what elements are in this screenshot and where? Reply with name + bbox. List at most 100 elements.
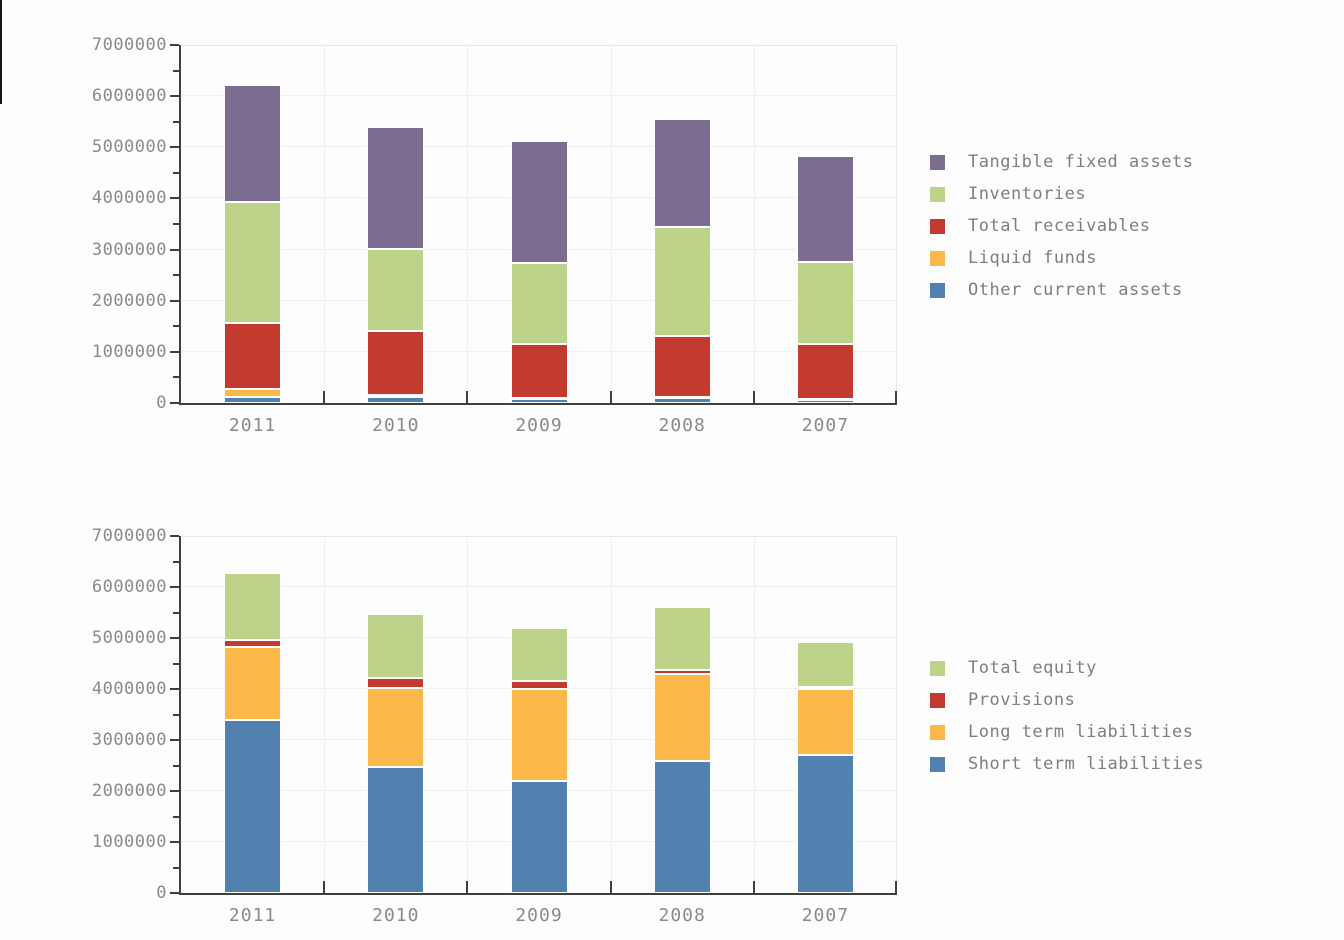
- plot-border-top: [181, 45, 897, 46]
- bar-segment-long-term-liabilities: [510, 689, 568, 782]
- legend-label: Total equity: [968, 658, 1097, 678]
- bar-segment-provisions: [653, 669, 711, 674]
- y-tick-label: 3000000: [91, 730, 167, 750]
- y-axis-minor-tick: [173, 560, 179, 563]
- y-axis-major-tick: [170, 44, 179, 46]
- legend-label: Long term liabilities: [968, 722, 1194, 742]
- bar-2008: [653, 45, 711, 403]
- y-axis-major-tick: [170, 535, 179, 537]
- category-boundary-tick: [752, 881, 755, 893]
- legend-swatch: [930, 250, 945, 266]
- category-boundary-tick: [466, 881, 469, 893]
- bar-segment-total-equity: [796, 642, 854, 687]
- y-axis-major-tick: [170, 739, 179, 741]
- bar-segment-inventories: [510, 263, 568, 344]
- bar-2011: [224, 536, 282, 893]
- y-tick-label: 4000000: [91, 188, 167, 209]
- legend-swatch: [930, 154, 945, 170]
- bar-segment-total-receivables: [653, 335, 711, 397]
- vertical-gridline: [467, 45, 469, 403]
- vertical-gridline: [324, 45, 326, 403]
- bar-segment-total-receivables: [367, 331, 425, 396]
- y-axis-minor-tick: [173, 713, 179, 716]
- y-tick-label: 6000000: [91, 86, 167, 107]
- category-boundary-tick: [609, 391, 612, 403]
- y-tick-label: 2000000: [91, 781, 167, 801]
- y-tick-label: 1000000: [91, 341, 167, 362]
- bar-segment-tangible-fixed-assets: [367, 126, 425, 249]
- bar-segment-other-current-assets: [367, 396, 425, 403]
- vertical-gridline: [610, 536, 612, 893]
- y-axis-minor-tick: [173, 69, 179, 72]
- y-axis-minor-tick: [173, 376, 179, 379]
- y-axis-major-tick: [170, 197, 179, 200]
- bar-segment-other-current-assets: [224, 397, 282, 403]
- bar-segment-other-current-assets: [510, 398, 568, 403]
- bar-segment-short-term-liabilities: [367, 766, 425, 893]
- bar-2008: [653, 536, 711, 893]
- bar-segment-total-receivables: [224, 323, 282, 390]
- legend-item: Provisions: [930, 684, 1204, 716]
- y-axis-major-tick: [170, 586, 179, 588]
- y-axis-major-tick: [170, 248, 179, 251]
- bar-segment-inventories: [653, 227, 711, 336]
- bar-2010: [367, 536, 425, 893]
- y-axis-minor-tick: [173, 274, 179, 277]
- bar-segment-tangible-fixed-assets: [510, 141, 568, 264]
- category-boundary-tick: [609, 881, 612, 893]
- x-category-label: 2007: [801, 905, 850, 926]
- legend-label: Tangible fixed assets: [968, 152, 1194, 172]
- x-category-label: 2008: [658, 905, 706, 926]
- bar-segment-provisions: [367, 677, 425, 688]
- legend-item: Liquid funds: [930, 242, 1193, 274]
- vertical-gridline: [467, 536, 469, 893]
- bar-segment-tangible-fixed-assets: [653, 119, 711, 228]
- y-tick-label: 7000000: [91, 35, 167, 55]
- y-axis-line: [179, 45, 181, 405]
- horizontal-gridline: [181, 95, 897, 97]
- y-axis-minor-tick: [173, 764, 179, 767]
- y-tick-label: 5000000: [91, 137, 167, 158]
- x-axis-line: [179, 403, 897, 405]
- y-tick-label: 2000000: [91, 290, 167, 311]
- bar-segment-provisions: [224, 639, 282, 648]
- bar-segment-total-equity: [224, 572, 282, 640]
- bar-segment-provisions: [796, 686, 854, 689]
- y-axis-minor-tick: [173, 866, 179, 869]
- legend-swatch: [930, 218, 945, 234]
- bar-segment-short-term-liabilities: [653, 760, 711, 893]
- y-axis-minor-tick: [173, 662, 179, 665]
- x-category-label: 2008: [658, 415, 706, 436]
- category-boundary-tick: [752, 391, 755, 403]
- legend-item: Total equity: [930, 652, 1204, 684]
- bar-2009: [510, 45, 568, 403]
- bar-segment-inventories: [796, 261, 854, 344]
- y-axis-minor-tick: [173, 325, 179, 328]
- bar-2009: [510, 536, 568, 893]
- y-axis-minor-tick: [173, 815, 179, 818]
- bar-segment-inventories: [367, 248, 425, 332]
- bar-segment-long-term-liabilities: [653, 673, 711, 761]
- bar-segment-short-term-liabilities: [510, 781, 568, 893]
- bar-2007: [796, 536, 854, 893]
- horizontal-gridline: [181, 586, 897, 587]
- assets-chart-legend: Tangible fixed assets Inventories Total re…: [930, 146, 1193, 306]
- plot-border-right: [896, 536, 897, 893]
- y-axis-major-tick: [170, 688, 179, 690]
- y-tick-label: 7000000: [91, 526, 167, 546]
- x-category-label: 2010: [372, 415, 420, 436]
- bar-segment-total-receivables: [796, 343, 854, 399]
- x-category-label: 2011: [228, 415, 277, 436]
- bar-segment-total-equity: [367, 613, 425, 678]
- category-boundary-tick: [466, 391, 469, 403]
- legend-swatch: [930, 660, 945, 676]
- bar-segment-liquid-funds: [653, 396, 711, 399]
- bar-segment-short-term-liabilities: [224, 719, 282, 893]
- legend-label: Other current assets: [968, 280, 1183, 300]
- bar-segment-provisions: [510, 680, 568, 689]
- legend-label: Short term liabilities: [968, 754, 1205, 774]
- equity-liabilities-chart-legend: Total equity Provisions Long term liabilit…: [930, 652, 1204, 780]
- window-edge-artifact: [0, 0, 2, 104]
- legend-item: Total receivables: [930, 210, 1193, 242]
- category-boundary-tick: [323, 391, 326, 403]
